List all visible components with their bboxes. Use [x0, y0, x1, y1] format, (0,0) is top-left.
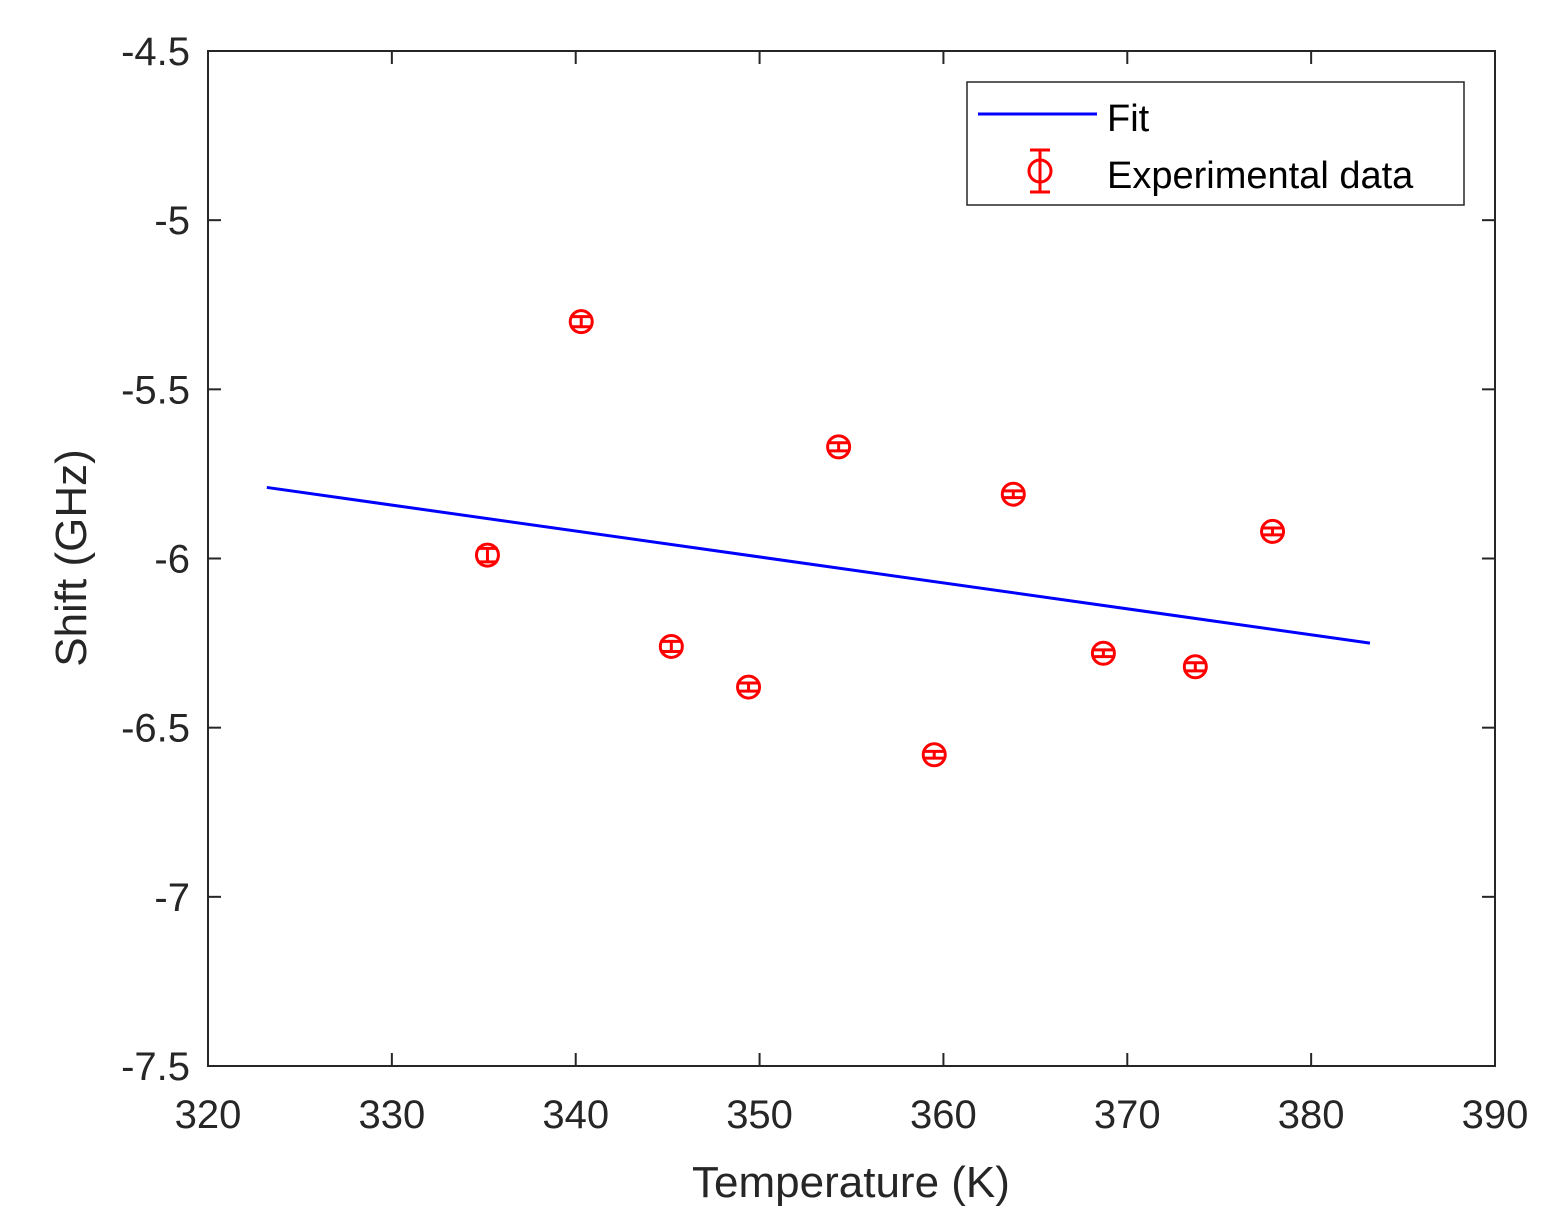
data-point-marker — [1090, 640, 1116, 666]
data-point — [474, 542, 500, 568]
data-point-marker — [658, 633, 684, 659]
x-tick-label: 320 — [175, 1093, 242, 1137]
y-tick-label: -4.5 — [121, 30, 190, 74]
plot-background — [208, 51, 1495, 1066]
data-point — [1260, 518, 1286, 544]
x-tick-label: 340 — [542, 1093, 609, 1137]
fit-line — [266, 485, 1371, 645]
legend-data-swatch — [1027, 148, 1053, 194]
x-tick-label: 390 — [1462, 1093, 1529, 1137]
legend-fit-label: Fit — [1107, 98, 1150, 140]
data-point — [921, 742, 947, 768]
data-point-marker — [1182, 654, 1208, 680]
data-point-marker — [474, 542, 500, 568]
x-tick-label: 370 — [1094, 1093, 1161, 1137]
x-tick-label: 350 — [726, 1093, 793, 1137]
x-tick-label: 360 — [910, 1093, 977, 1137]
data-point — [826, 434, 852, 460]
x-tick-label: 380 — [1278, 1093, 1345, 1137]
y-tick-label: -7 — [154, 876, 190, 920]
data-point — [1182, 654, 1208, 680]
data-point-marker — [1000, 481, 1026, 507]
data-point — [736, 674, 762, 700]
x-tick-label: 330 — [358, 1093, 425, 1137]
data-point — [1090, 640, 1116, 666]
data-point-marker — [736, 674, 762, 700]
y-tick-label: -6.5 — [121, 707, 190, 751]
y-tick-label: -5 — [154, 199, 190, 243]
data-point-marker — [826, 434, 852, 460]
legend-data-label: Experimental data — [1107, 155, 1414, 197]
y-tick-label: -6 — [154, 538, 190, 582]
data-point — [568, 309, 594, 335]
data-point-marker — [921, 742, 947, 768]
legend: Fit Experimental data — [966, 81, 1465, 206]
points-layer — [474, 309, 1286, 768]
y-tick-label: -5.5 — [121, 368, 190, 412]
data-point-marker — [568, 309, 594, 335]
data-point — [658, 633, 684, 659]
ticks-layer: 320 330 340 350 360 370 380 390 -4.5 -5 -5.5 -6 -6.5… — [121, 30, 1528, 1137]
x-axis-label: Temperature (K) — [692, 1158, 1010, 1207]
legend-box — [966, 81, 1465, 206]
y-axis-label: Shift (GHz) — [47, 449, 96, 667]
data-point — [1000, 481, 1026, 507]
y-tick-label: -7.5 — [121, 1045, 190, 1089]
fit-layer — [266, 485, 1371, 645]
data-point-marker — [1260, 518, 1286, 544]
